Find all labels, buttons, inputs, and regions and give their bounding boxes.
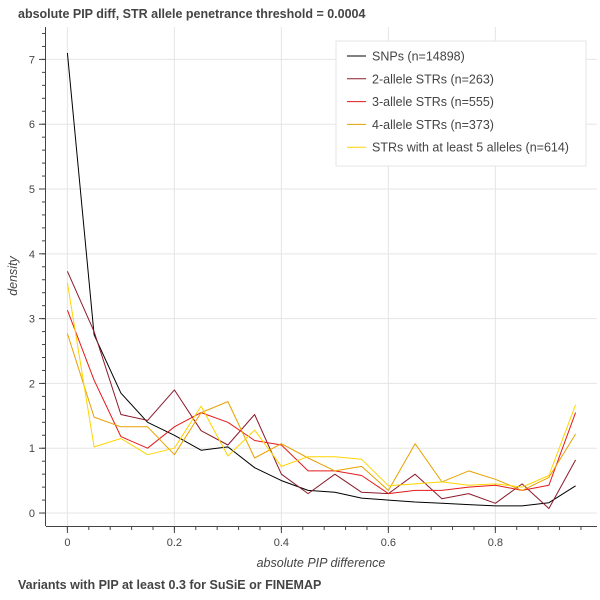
x-axis-label: absolute PIP difference — [257, 556, 386, 570]
series-line-3 — [66, 333, 577, 491]
y-tick-label-1: 1 — [29, 443, 35, 455]
series-line-0 — [66, 52, 576, 507]
legend-box — [335, 40, 587, 167]
legend-label-3: 4-allele STRs (n=373) — [372, 118, 494, 132]
legend: SNPs (n=14898) 2-allele STRs (n=263) 3-all… — [335, 40, 587, 167]
y-axis-label: density — [6, 255, 20, 295]
y-tick-label-6: 6 — [29, 119, 35, 131]
axes: 0 0.2 0.4 0.6 0.8 0 1 2 3 4 5 6 7 — [29, 27, 597, 549]
y-tick-label-7: 7 — [29, 54, 35, 66]
legend-label-4: STRs with at least 5 alleles (n=614) — [372, 141, 569, 155]
legend-label-0: SNPs (n=14898) — [372, 50, 465, 64]
legend-label-2: 3-allele STRs (n=555) — [372, 95, 494, 109]
chart-title: absolute PIP diff, STR allele penetrance… — [18, 7, 366, 21]
series-lines — [66, 52, 577, 509]
y-tick-label-0: 0 — [29, 508, 35, 520]
x-tick-label-0: 0 — [64, 537, 70, 549]
y-tick-label-4: 4 — [29, 249, 35, 261]
chart-caption: Variants with PIP at least 0.3 for SuSiE… — [18, 578, 322, 592]
y-tick-label-3: 3 — [29, 314, 35, 326]
series-line-1 — [66, 271, 577, 509]
series-line-4 — [66, 282, 577, 488]
x-tick-label-4: 0.8 — [488, 537, 503, 549]
x-tick-label-3: 0.6 — [381, 537, 396, 549]
series-line-2 — [66, 310, 577, 495]
x-tick-label-1: 0.2 — [167, 537, 182, 549]
y-tick-label-5: 5 — [29, 184, 35, 196]
y-tick-label-2: 2 — [29, 378, 35, 390]
x-tick-label-2: 0.4 — [274, 537, 289, 549]
legend-label-1: 2-allele STRs (n=263) — [372, 72, 494, 86]
